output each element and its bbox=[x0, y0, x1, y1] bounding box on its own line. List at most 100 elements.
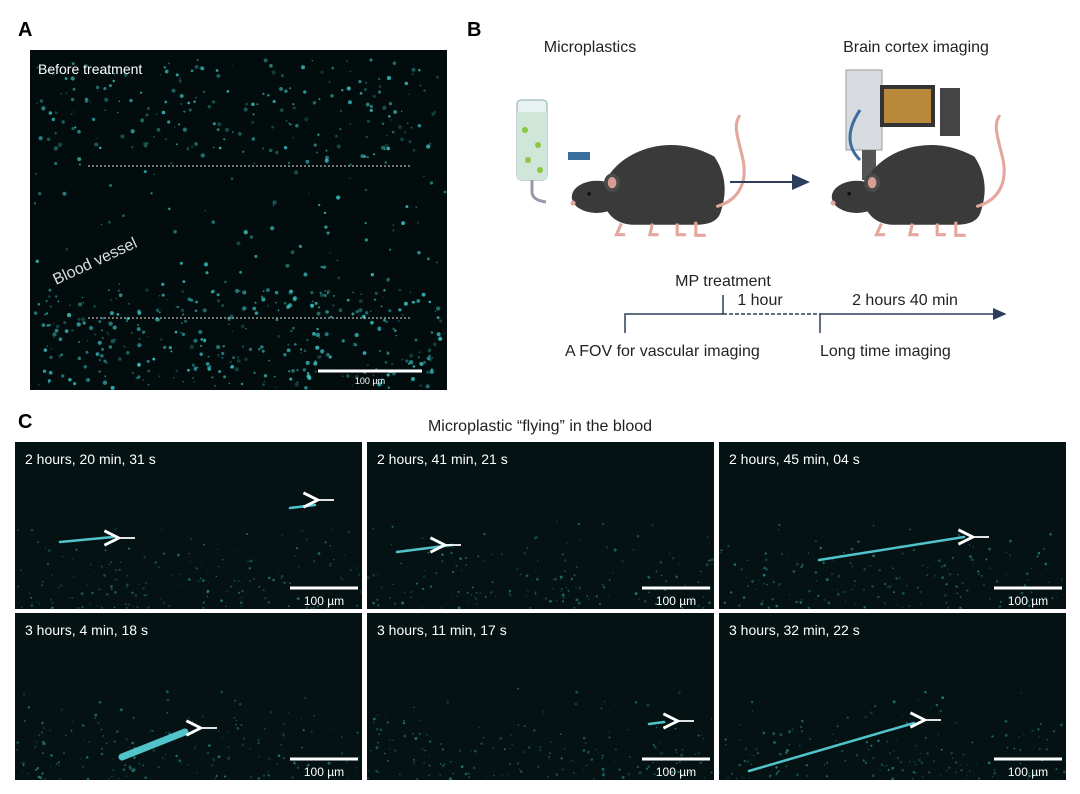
speckle bbox=[603, 700, 606, 703]
speckle bbox=[911, 778, 914, 780]
speckle bbox=[378, 85, 382, 88]
speckle bbox=[97, 340, 102, 345]
speckle bbox=[475, 598, 477, 601]
speckle bbox=[908, 605, 911, 607]
speckle bbox=[52, 323, 55, 325]
speckle bbox=[47, 379, 51, 383]
speckle bbox=[144, 581, 148, 585]
speckle bbox=[289, 123, 292, 126]
speckle bbox=[924, 690, 927, 694]
speckle bbox=[585, 742, 587, 745]
speckle bbox=[499, 737, 502, 740]
speckle bbox=[664, 726, 667, 729]
speckle bbox=[164, 138, 167, 141]
speckle bbox=[608, 579, 611, 582]
speckle bbox=[455, 564, 458, 567]
speckle bbox=[552, 755, 554, 757]
speckle bbox=[668, 597, 672, 601]
speckle bbox=[131, 145, 134, 149]
speckle bbox=[192, 377, 194, 379]
speckle bbox=[65, 734, 67, 737]
speckle bbox=[217, 353, 220, 356]
speckle bbox=[71, 329, 74, 332]
speckle bbox=[867, 748, 870, 751]
speckle bbox=[77, 157, 82, 162]
speckle bbox=[346, 86, 351, 91]
speckle bbox=[943, 763, 945, 765]
speckle bbox=[288, 370, 291, 373]
speckle bbox=[287, 605, 290, 608]
scale-label: 100 µm bbox=[304, 765, 344, 779]
speckle bbox=[779, 733, 783, 737]
speckle bbox=[112, 79, 115, 83]
speckle bbox=[294, 170, 299, 175]
speckle bbox=[296, 547, 299, 550]
speckle bbox=[327, 607, 329, 609]
speckle bbox=[458, 759, 460, 761]
speckle bbox=[175, 143, 178, 146]
speckle bbox=[419, 361, 423, 366]
speckle bbox=[1031, 729, 1034, 732]
speckle bbox=[601, 773, 605, 777]
speckle bbox=[330, 93, 334, 98]
speckle bbox=[429, 369, 434, 375]
speckle bbox=[403, 734, 407, 738]
speckle bbox=[400, 562, 402, 565]
speckle bbox=[108, 345, 113, 349]
speckle bbox=[727, 544, 730, 547]
speckle bbox=[193, 365, 197, 370]
speckle bbox=[158, 375, 161, 378]
speckle bbox=[467, 772, 471, 775]
speckle bbox=[564, 559, 567, 562]
speckle bbox=[135, 376, 139, 380]
speckle bbox=[131, 591, 134, 594]
speckle bbox=[340, 721, 342, 723]
speckle bbox=[60, 353, 64, 356]
speckle bbox=[35, 768, 38, 771]
speckle bbox=[130, 332, 133, 334]
speckle bbox=[305, 159, 310, 164]
speckle bbox=[346, 777, 349, 779]
speckle bbox=[85, 64, 88, 67]
speckle bbox=[403, 301, 408, 306]
speckle bbox=[225, 127, 230, 132]
speckle bbox=[416, 777, 419, 781]
speckle bbox=[376, 598, 379, 601]
speckle bbox=[961, 582, 964, 585]
speckle bbox=[316, 311, 321, 316]
speckle bbox=[328, 564, 332, 567]
speckle bbox=[150, 192, 153, 195]
speckle bbox=[976, 762, 978, 765]
speckle bbox=[27, 773, 29, 775]
speckle bbox=[100, 752, 104, 756]
speckle bbox=[366, 576, 370, 579]
speckle bbox=[1007, 596, 1011, 599]
speckle bbox=[170, 162, 172, 164]
speckle bbox=[688, 601, 692, 605]
speckle bbox=[212, 758, 216, 762]
speckle bbox=[892, 700, 896, 704]
speckle bbox=[142, 379, 145, 381]
speckle bbox=[381, 122, 385, 125]
speckle bbox=[468, 776, 471, 778]
speckle bbox=[72, 87, 76, 91]
speckle bbox=[573, 772, 575, 774]
speckle bbox=[879, 769, 882, 772]
speckle bbox=[571, 759, 574, 762]
timestamp: 2 hours, 41 min, 21 s bbox=[377, 451, 508, 467]
speckle bbox=[301, 65, 305, 70]
speckle bbox=[232, 131, 234, 133]
speckle bbox=[111, 768, 115, 772]
speckle bbox=[173, 230, 177, 234]
speckle bbox=[400, 137, 404, 142]
speckle bbox=[441, 607, 443, 609]
speckle bbox=[822, 561, 825, 564]
microplastic bbox=[118, 728, 189, 761]
speckle bbox=[982, 584, 985, 586]
speckle bbox=[326, 231, 330, 235]
speckle bbox=[233, 579, 237, 583]
speckle bbox=[738, 739, 741, 742]
frame-image bbox=[15, 442, 362, 609]
